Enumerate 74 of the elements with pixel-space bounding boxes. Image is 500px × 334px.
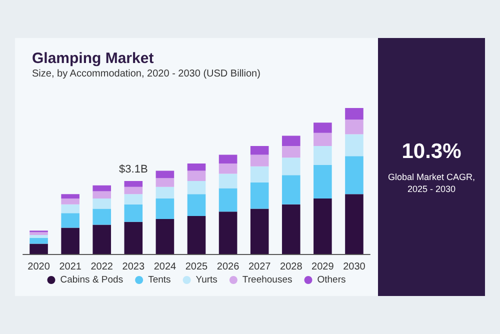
bar: [250, 208, 269, 254]
bar: [314, 122, 332, 133]
bar: [314, 164, 332, 199]
x-tick-label: 2028: [280, 262, 303, 272]
bar: [30, 238, 48, 244]
bar: [61, 204, 80, 214]
legend-label: Cabins & Pods: [60, 274, 124, 286]
x-tick-label: 2030: [343, 262, 366, 272]
bar: [30, 235, 48, 238]
chart-title: Glamping Market: [32, 50, 154, 67]
legend-label: Yurts: [196, 274, 218, 286]
bar: [61, 194, 80, 199]
bar: [124, 222, 143, 254]
bar: [92, 208, 112, 225]
bar: [282, 136, 300, 146]
bar: [314, 132, 332, 146]
bar: [92, 224, 112, 254]
bar: [250, 166, 269, 182]
x-tick-label: 2025: [185, 262, 208, 272]
bar: [282, 158, 300, 176]
bar: [156, 218, 174, 254]
legend-label: Others: [317, 274, 346, 286]
x-tick-label: 2024: [154, 262, 177, 272]
x-tick-label: 2026: [216, 262, 240, 272]
bar: [61, 198, 80, 204]
bar: [156, 186, 174, 199]
x-tick-label: 2020: [28, 262, 50, 272]
bar: [218, 154, 238, 164]
legend-label: Tents: [148, 274, 172, 286]
bar: [61, 213, 80, 228]
bar: [92, 191, 112, 199]
bar: [345, 194, 364, 254]
legend-label: Treehouses: [242, 274, 292, 286]
bar: [30, 244, 48, 254]
bar: [314, 198, 332, 254]
bar: [218, 163, 238, 174]
bar: [61, 228, 80, 254]
bar: [30, 232, 48, 236]
bar: [124, 186, 143, 194]
x-tick-label: 2029: [312, 262, 334, 272]
bar: [282, 204, 300, 254]
bar: [314, 146, 332, 165]
bar: [218, 212, 238, 254]
bar: [345, 134, 364, 156]
bar: [345, 108, 364, 120]
bar: [345, 156, 364, 194]
annotation: $3.1B: [119, 164, 148, 176]
bar: [250, 182, 269, 209]
bar: [124, 194, 143, 204]
chart-subtitle: Size, by Accommodation, 2020 - 2030 (USD Billion): [32, 68, 260, 80]
bar: [92, 198, 112, 209]
x-tick-label: 2022: [90, 262, 114, 272]
bar: [250, 154, 269, 166]
x-tick-label: 2023: [122, 262, 145, 272]
bar: [187, 194, 206, 216]
bar: [187, 170, 206, 181]
bar: [187, 181, 206, 194]
bar: [156, 198, 174, 219]
bar: [187, 163, 206, 171]
bar: [187, 216, 206, 254]
bar: [282, 146, 300, 158]
x-tick-label: 2027: [248, 262, 272, 272]
bar: [345, 120, 364, 134]
x-tick-label: 2021: [59, 262, 82, 272]
side-panel: 10.3% Global Market CAGR, 2025 - 2030: [378, 38, 485, 296]
bar: [124, 181, 143, 187]
bar: [124, 204, 143, 222]
bar: [218, 188, 238, 212]
bar: [156, 170, 174, 178]
bar: [92, 185, 112, 192]
bar: [218, 174, 238, 188]
bar: [282, 175, 300, 204]
bar: [250, 146, 269, 155]
bar: [156, 178, 174, 187]
